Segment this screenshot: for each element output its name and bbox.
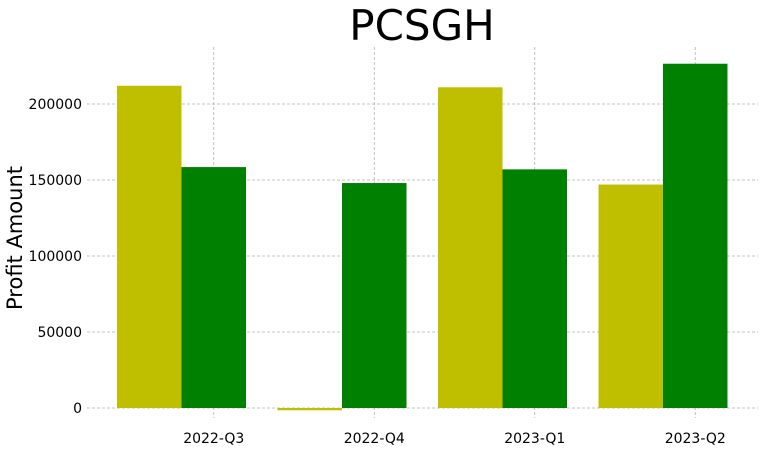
bar-series-1-2023-Q2 — [598, 184, 663, 408]
x-tick-label: 2023-Q2 — [665, 431, 726, 447]
y-tick-label: 50000 — [37, 325, 82, 341]
bar-series-2-2022-Q3 — [181, 167, 246, 408]
x-tick-label: 2022-Q3 — [183, 431, 244, 447]
bar-layer — [117, 63, 728, 411]
y-tick-label: 0 — [73, 401, 82, 417]
x-tick-labels: 2022-Q3 2022-Q4 2023-Q1 2023-Q2 — [183, 431, 726, 447]
bar-series-2-2023-Q2 — [663, 63, 728, 408]
y-tick-label: 200000 — [29, 97, 82, 113]
y-tick-label: 100000 — [29, 249, 82, 265]
bar-series-2-2023-Q1 — [502, 169, 567, 408]
y-tick-labels: 0 50000 100000 150000 200000 — [29, 97, 82, 417]
x-tick-label: 2022-Q4 — [344, 431, 405, 447]
bar-series-1-2022-Q4 — [277, 408, 342, 411]
x-tick-label: 2023-Q1 — [504, 431, 565, 447]
bar-series-1-2023-Q1 — [438, 87, 503, 408]
chart-title: PCSGH — [349, 1, 494, 50]
bar-series-2-2022-Q4 — [342, 183, 407, 408]
y-tick-label: 150000 — [29, 173, 82, 189]
bar-series-1-2022-Q3 — [117, 85, 182, 408]
y-axis-label: Profit Amount — [3, 166, 27, 310]
